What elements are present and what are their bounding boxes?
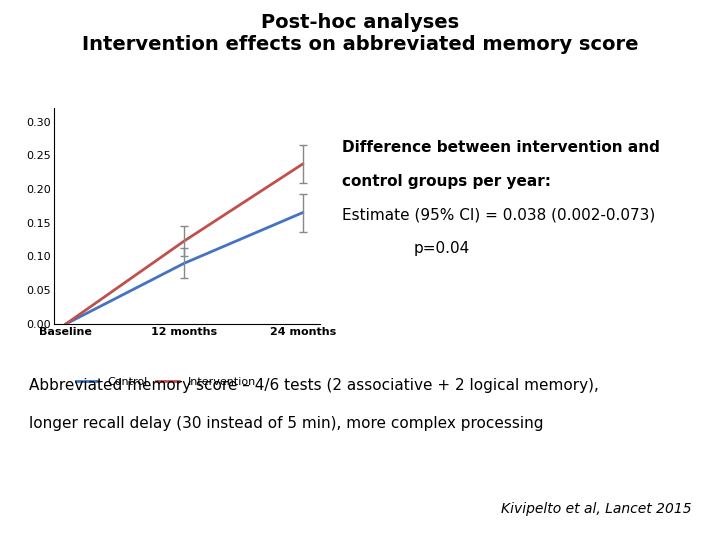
- Legend: Control, Intervention: Control, Intervention: [71, 373, 260, 392]
- Text: Estimate (95% CI) = 0.038 (0.002-0.073): Estimate (95% CI) = 0.038 (0.002-0.073): [342, 207, 655, 222]
- Text: Intervention effects on abbreviated memory score: Intervention effects on abbreviated memo…: [82, 35, 638, 54]
- Text: Difference between intervention and: Difference between intervention and: [342, 140, 660, 156]
- Text: Kivipelto et al, Lancet 2015: Kivipelto et al, Lancet 2015: [500, 502, 691, 516]
- Text: Abbreviated memory score – 4/6 tests (2 associative + 2 logical memory),: Abbreviated memory score – 4/6 tests (2 …: [29, 378, 598, 393]
- Text: control groups per year:: control groups per year:: [342, 174, 551, 189]
- Text: p=0.04: p=0.04: [414, 241, 470, 256]
- Text: longer recall delay (30 instead of 5 min), more complex processing: longer recall delay (30 instead of 5 min…: [29, 416, 544, 431]
- Text: Post-hoc analyses: Post-hoc analyses: [261, 14, 459, 32]
